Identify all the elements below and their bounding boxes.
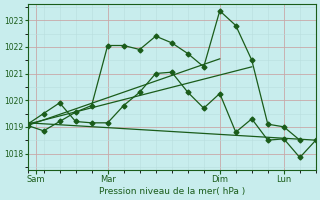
X-axis label: Pression niveau de la mer( hPa ): Pression niveau de la mer( hPa ) bbox=[99, 187, 245, 196]
